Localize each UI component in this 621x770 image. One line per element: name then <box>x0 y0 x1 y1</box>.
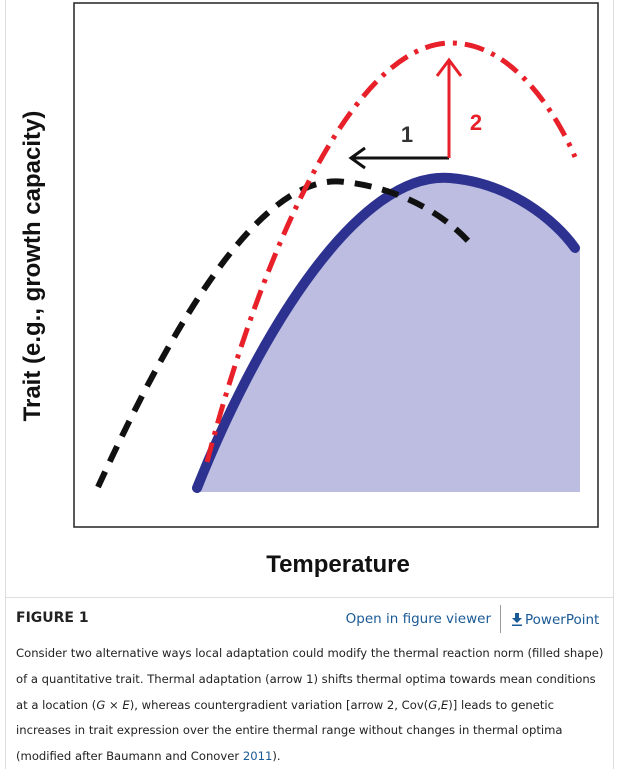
arrow-1-head <box>348 146 366 170</box>
arrow-2-head <box>435 57 463 77</box>
filled-reaction-norm <box>197 177 580 492</box>
caption-text: ), whereas countergradient variation [ar… <box>129 697 429 712</box>
divider <box>500 605 501 633</box>
figure-panel <box>5 0 614 769</box>
powerpoint-link[interactable]: PowerPoint <box>511 611 599 628</box>
figure: 1 2 Trait (e.g., growth capacity) Temper… <box>19 2 599 578</box>
reference-link[interactable]: 2011 <box>242 749 273 764</box>
figure-title: FIGURE 1 <box>16 610 89 626</box>
caption-text: ). <box>272 749 281 764</box>
reaction-norm-outline <box>192 172 580 493</box>
countergradient-norm <box>204 40 578 463</box>
caption: Consider two alternative ways local adap… <box>16 641 608 770</box>
viewer-link[interactable]: Open in figure viewer <box>345 611 491 627</box>
caption-text: , <box>437 697 441 712</box>
caption-text: G <box>428 697 438 712</box>
download-icon <box>512 613 522 626</box>
separator <box>5 597 614 598</box>
powerpoint-text[interactable]: PowerPoint <box>525 612 600 628</box>
x-axis-label: Temperature <box>266 551 410 578</box>
caption-text: × <box>105 697 123 712</box>
arrow-label: 2 <box>470 110 482 135</box>
y-axis-label: Trait (e.g., growth capacity) <box>19 111 46 422</box>
caption-text: )] leads to genetic increases in trait e… <box>16 697 563 764</box>
caption-text: E <box>440 697 449 712</box>
arrow-label: 1 <box>401 122 413 147</box>
caption-text: Consider two alternative ways local adap… <box>16 646 604 712</box>
caption-text: G <box>96 697 106 712</box>
caption-text: E <box>122 697 130 712</box>
